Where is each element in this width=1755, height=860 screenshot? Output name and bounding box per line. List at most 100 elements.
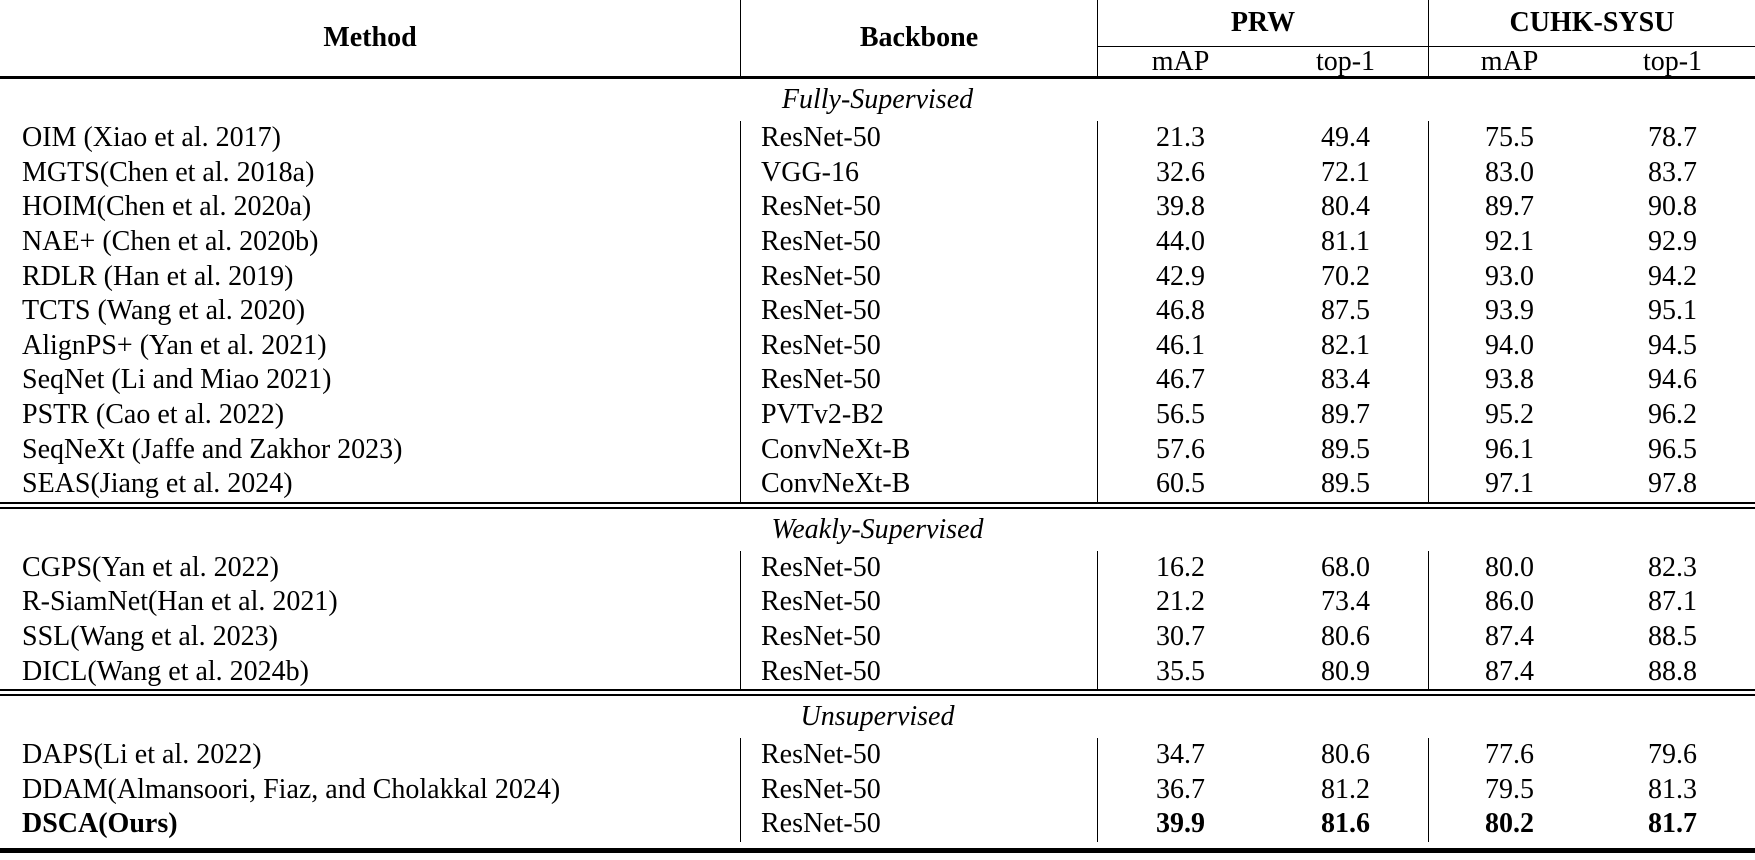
- section-divider: [0, 688, 1755, 696]
- metric-cuhk-map: 89.7: [1428, 190, 1590, 225]
- metric-prw-top1: 89.5: [1321, 468, 1370, 500]
- method-cell: CGPS(Yan et al. 2022): [22, 551, 279, 583]
- metric-prw-top1: 80.4: [1321, 191, 1370, 223]
- method-cell: TCTS (Wang et al. 2020): [22, 295, 306, 327]
- metric-cuhk-top1: 81.7: [1648, 808, 1697, 840]
- table-row: R-SiamNet(Han et al. 2021) ResNet-50 21.2 7…: [0, 585, 1755, 620]
- metric-prw-top1: 80.6: [1321, 739, 1370, 771]
- method-cell: DSCA(Ours): [22, 808, 178, 840]
- metric-cuhk-top1: 78.7: [1648, 122, 1697, 154]
- col-header-cuhk-map: mAP: [1428, 46, 1590, 77]
- backbone-cell: ResNet-50: [740, 585, 1097, 620]
- table-row: AlignPS+ (Yan et al. 2021) ResNet-50 46.1 8…: [0, 328, 1755, 364]
- metric-cuhk-map: 97.1: [1428, 466, 1590, 502]
- metric-prw-top1: 82.1: [1321, 329, 1370, 361]
- backbone-cell: VGG-16: [740, 155, 1097, 191]
- method-cell: RDLR (Han et al. 2019): [22, 260, 294, 292]
- metric-prw-top1: 49.4: [1321, 122, 1370, 154]
- metric-prw-map: 21.3: [1097, 121, 1263, 156]
- metric-cuhk-map: 93.0: [1428, 259, 1590, 294]
- metric-prw-map: 57.6: [1097, 432, 1263, 467]
- backbone-cell: ResNet-50: [740, 293, 1097, 329]
- metric-prw-map: 30.7: [1097, 619, 1263, 655]
- backbone-cell: ResNet-50: [740, 619, 1097, 655]
- col-header-prw-map: mAP: [1097, 46, 1263, 77]
- metric-prw-top1: 87.5: [1321, 295, 1370, 327]
- table-row: MGTS(Chen et al. 2018a) VGG-16 32.6 72.1 83.…: [0, 155, 1755, 191]
- metric-prw-top1: 81.2: [1321, 773, 1370, 805]
- metric-cuhk-top1: 97.8: [1648, 468, 1697, 500]
- table-row: RDLR (Han et al. 2019) ResNet-50 42.9 70.2 9…: [0, 259, 1755, 294]
- method-cell: R-SiamNet(Han et al. 2021): [22, 586, 338, 618]
- metric-cuhk-top1: 81.3: [1648, 773, 1697, 805]
- backbone-cell: ResNet-50: [740, 259, 1097, 294]
- metric-cuhk-top1: 79.6: [1648, 739, 1697, 771]
- metric-prw-map: 60.5: [1097, 466, 1263, 502]
- table-row: TCTS (Wang et al. 2020) ResNet-50 46.8 87.5…: [0, 293, 1755, 329]
- metric-cuhk-top1: 88.5: [1648, 621, 1697, 653]
- metric-prw-top1: 70.2: [1321, 260, 1370, 292]
- metric-prw-map: 34.7: [1097, 737, 1263, 773]
- table-header: Method Backbone PRW CUHK-SYSU mAP top-1 …: [0, 0, 1755, 79]
- metric-cuhk-top1: 96.5: [1648, 433, 1697, 465]
- metric-cuhk-top1: 88.8: [1648, 655, 1697, 687]
- col-group-cuhk-sysu: CUHK-SYSU: [1428, 0, 1755, 46]
- metric-prw-map: 21.2: [1097, 585, 1263, 620]
- metric-cuhk-top1: 94.2: [1648, 260, 1697, 292]
- method-cell: MGTS(Chen et al. 2018a): [22, 156, 315, 188]
- metric-prw-top1: 80.9: [1321, 655, 1370, 687]
- section-title: Unsupervised: [800, 700, 955, 732]
- col-header-prw-top1: top-1: [1263, 46, 1428, 77]
- metric-prw-top1: 81.6: [1321, 808, 1370, 840]
- method-cell: SeqNet (Li and Miao 2021): [22, 364, 332, 396]
- metric-prw-top1: 83.4: [1321, 364, 1370, 396]
- section-title: Weakly-Supervised: [771, 513, 984, 545]
- method-cell: PSTR (Cao et al. 2022): [22, 399, 285, 431]
- section-divider: [0, 501, 1755, 509]
- table-row: DDAM(Almansoori, Fiaz, and Cholakkal 202…: [0, 772, 1755, 808]
- table-row: CGPS(Yan et al. 2022) ResNet-50 16.2 68.0 80…: [0, 550, 1755, 586]
- backbone-cell: ConvNeXt-B: [740, 466, 1097, 502]
- method-cell: AlignPS+ (Yan et al. 2021): [22, 329, 327, 361]
- metric-prw-top1: 89.5: [1321, 433, 1370, 465]
- metric-cuhk-map: 80.0: [1428, 550, 1590, 586]
- metric-cuhk-map: 92.1: [1428, 224, 1590, 260]
- col-header-cuhk-top1: top-1: [1590, 46, 1755, 77]
- backbone-cell: ResNet-50: [740, 190, 1097, 225]
- table-row: PSTR (Cao et al. 2022) PVTv2-B2 56.5 89.7 95…: [0, 397, 1755, 433]
- metric-prw-map: 46.7: [1097, 363, 1263, 398]
- method-cell: DDAM(Almansoori, Fiaz, and Cholakkal 202…: [22, 773, 561, 805]
- backbone-cell: ResNet-50: [740, 328, 1097, 364]
- metric-prw-top1: 81.1: [1321, 226, 1370, 258]
- col-group-prw: PRW: [1097, 0, 1428, 46]
- table-row: DICL(Wang et al. 2024b) ResNet-50 35.5 80.9…: [0, 654, 1755, 689]
- table-row: DSCA(Ours) ResNet-50 39.9 81.6 80.2 81.7: [0, 807, 1755, 842]
- metric-prw-top1: 89.7: [1321, 399, 1370, 431]
- table-bottom-rule: [0, 847, 1755, 853]
- metric-prw-map: 39.8: [1097, 190, 1263, 225]
- metric-prw-top1: 73.4: [1321, 586, 1370, 618]
- table-row: SEAS(Jiang et al. 2024) ConvNeXt-B 60.5 89.…: [0, 466, 1755, 502]
- backbone-cell: ResNet-50: [740, 654, 1097, 689]
- metric-cuhk-top1: 87.1: [1648, 586, 1697, 618]
- method-cell: NAE+ (Chen et al. 2020b): [22, 226, 319, 258]
- metric-cuhk-map: 86.0: [1428, 585, 1590, 620]
- metric-prw-map: 46.1: [1097, 328, 1263, 364]
- metric-prw-map: 36.7: [1097, 772, 1263, 808]
- metric-prw-map: 46.8: [1097, 293, 1263, 329]
- metric-cuhk-map: 93.9: [1428, 293, 1590, 329]
- metric-prw-top1: 68.0: [1321, 551, 1370, 583]
- table-row: SSL(Wang et al. 2023) ResNet-50 30.7 80.6 87…: [0, 619, 1755, 655]
- metric-cuhk-top1: 83.7: [1648, 156, 1697, 188]
- metric-cuhk-map: 83.0: [1428, 155, 1590, 191]
- method-cell: SSL(Wang et al. 2023): [22, 621, 278, 653]
- backbone-cell: ResNet-50: [740, 224, 1097, 260]
- method-cell: OIM (Xiao et al. 2017): [22, 122, 281, 154]
- metric-prw-map: 44.0: [1097, 224, 1263, 260]
- metric-cuhk-top1: 82.3: [1648, 551, 1697, 583]
- metric-prw-map: 32.6: [1097, 155, 1263, 191]
- table-body: Fully-Supervised OIM (Xiao et al. 2017) Re…: [0, 79, 1755, 842]
- backbone-cell: ResNet-50: [740, 121, 1097, 156]
- metric-cuhk-map: 75.5: [1428, 121, 1590, 156]
